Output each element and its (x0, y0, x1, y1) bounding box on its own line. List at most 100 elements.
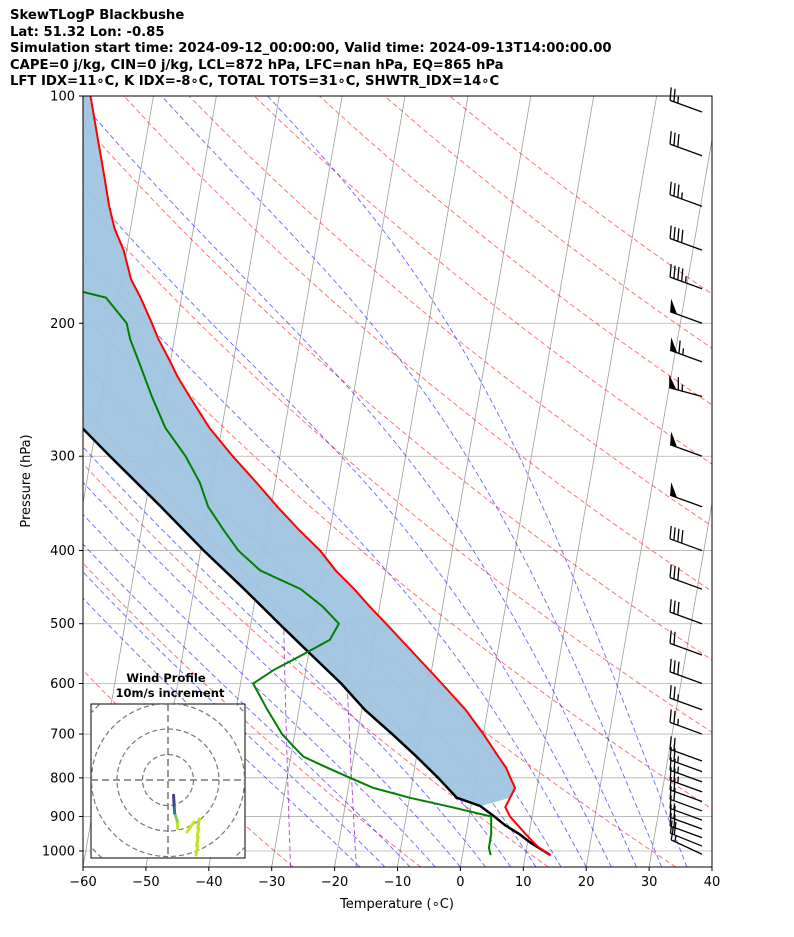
mixing-ratio-line (283, 623, 292, 867)
wind-barb-pennant (670, 431, 678, 448)
wind-barb (669, 564, 703, 590)
wind-barb (669, 757, 703, 783)
wind-barb-shaft (669, 769, 703, 783)
moist-adiabat-line (83, 253, 587, 867)
wind-barb-flag (669, 525, 672, 539)
wind-barb (669, 264, 703, 290)
wind-barb (669, 87, 703, 113)
wind-barb-flag (669, 709, 672, 723)
sounding-profiles (83, 96, 552, 857)
isotherm-line (271, 96, 406, 867)
wind-barb-shaft (669, 611, 703, 625)
wind-barb (670, 826, 703, 855)
wind-barb (669, 525, 703, 552)
wind-barb-flag (677, 528, 680, 542)
wind-barb (669, 685, 703, 711)
y-tick-label: 700 (50, 728, 75, 743)
wind-barb (669, 482, 703, 508)
wind-barb-flag (669, 767, 672, 781)
wind-barb-flag (669, 87, 672, 101)
y-tick-label: 600 (50, 677, 75, 692)
x-axis-ticks: −60 −50 −40 −30 −20 −10 0 10 20 30 40 (69, 867, 720, 890)
wind-barb-shaft (669, 798, 703, 812)
wind-barb-flag (669, 812, 672, 827)
parcel-trace-line (83, 426, 552, 857)
wind-barb-flag (681, 229, 684, 243)
wind-barb-flag (677, 567, 680, 581)
y-tick-label: 100 (50, 90, 75, 105)
location-coordinates: Lat: 51.32 Lon: -0.85 (10, 24, 165, 40)
x-tick-label: −60 (69, 875, 96, 890)
hodograph-segment (195, 835, 200, 848)
wind-barb-half-flag (681, 192, 683, 199)
wind-barb-shaft (669, 671, 703, 685)
wind-barb-flag (673, 787, 676, 801)
wind-barb-flag (669, 685, 672, 699)
isotherm-line (585, 137, 712, 867)
x-tick-label: 20 (578, 875, 595, 890)
wind-barb-half-flag (677, 694, 680, 702)
x-tick-label: 30 (641, 875, 658, 890)
wind-barb (669, 658, 703, 685)
wind-barb-shaft (668, 387, 703, 398)
wind-barb-shaft (669, 143, 703, 157)
x-axis-label: Temperature (∘C) (339, 897, 454, 912)
hodograph-rings (91, 704, 245, 858)
wind-barb-shaft (670, 832, 703, 847)
wind-barb-flag (669, 776, 672, 790)
chart-header: SkewTLogP Blackbushe Lat: 51.32 Lon: -0.… (10, 8, 790, 91)
wind-barb-flag (669, 225, 672, 239)
wind-barb-shaft (669, 349, 703, 363)
wind-barb-shaft (669, 759, 703, 773)
wind-barb-half-flag (684, 276, 687, 283)
wind-barb-half-flag (677, 776, 680, 784)
wind-barb-shaft (669, 721, 703, 735)
wind-barb-flag (669, 564, 672, 578)
wind-barb-flag (673, 660, 676, 674)
moist-adiabat-line (267, 96, 688, 867)
simulation-times: Simulation start time: 2024-09-12_00:00:… (10, 41, 612, 56)
wind-barb (669, 225, 703, 251)
wind-barb-flag (669, 181, 672, 195)
wind-barb-flag (673, 527, 676, 541)
wind-barb (669, 736, 703, 762)
wind-barb-flag (681, 530, 684, 544)
hodograph-ring (91, 704, 245, 858)
y-tick-label: 400 (50, 544, 75, 559)
wind-barb-half-flag (677, 766, 680, 774)
wind-barb-shaft (669, 779, 703, 793)
moist-adiabat-line (83, 184, 612, 867)
wind-barb-shaft (669, 697, 703, 711)
moist-adiabat-line (83, 513, 436, 867)
wind-barb-flag (673, 600, 676, 614)
moist-adiabat-line (83, 446, 486, 867)
wind-barb-shaft (669, 816, 703, 830)
x-tick-label: 40 (704, 875, 721, 890)
x-tick-label: 0 (456, 875, 464, 890)
wind-barb-pennant (670, 337, 678, 353)
wind-barb-half-flag (673, 803, 676, 810)
wind-barb-flag (677, 601, 680, 615)
wind-barb-shaft (669, 538, 703, 552)
wind-barb-flag (673, 710, 676, 724)
hodograph-subtitle: 10m/s increment (116, 686, 225, 700)
wind-barb (669, 630, 703, 656)
temperature-line (89, 96, 552, 857)
wind-barb-half-flag (677, 96, 680, 104)
dry-adiabat-line (83, 562, 421, 867)
wind-barb-shaft (669, 237, 703, 251)
wind-barb-flag (677, 228, 680, 242)
hodograph-inset: Wind Profile 10m/s increment (90, 671, 246, 859)
wind-barb-half-flag (682, 348, 685, 355)
wind-barb-flag (673, 768, 676, 782)
y-axis-ticks: 100 200 300 400 500 600 700 800 900 1000 (42, 90, 83, 860)
wind-barb-flag (673, 226, 676, 240)
wind-barb (669, 786, 703, 812)
wind-barb-flag (673, 814, 676, 828)
wind-barb-flag (669, 630, 672, 644)
x-tick-label: −30 (258, 875, 285, 890)
dry-adiabat-line (188, 96, 712, 527)
hodograph-title: Wind Profile (126, 671, 206, 685)
wind-barb-flag (673, 565, 676, 580)
wind-barb-flag (677, 266, 680, 280)
